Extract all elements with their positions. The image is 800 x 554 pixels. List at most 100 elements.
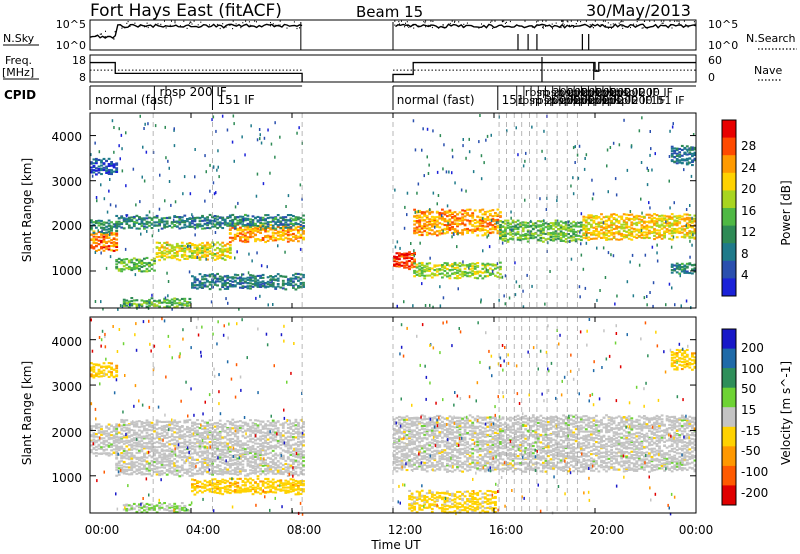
power-cell: [675, 236, 679, 239]
velocity-cell: [183, 456, 187, 459]
velocity-cell: [231, 459, 235, 462]
power-cell: [135, 263, 139, 266]
velocity-cell: [97, 368, 101, 371]
power-cell: [100, 159, 103, 162]
power-cell: [691, 230, 694, 233]
power-cell: [125, 299, 129, 302]
power-cell: [244, 225, 247, 228]
power-scatter: [298, 126, 300, 130]
power-cell: [221, 227, 225, 230]
velocity-cell: [244, 474, 247, 477]
power-scatter: [172, 218, 175, 222]
power-scatter: [214, 280, 217, 284]
velocity-cell: [208, 419, 212, 422]
power-cell: [274, 223, 278, 226]
velocity-cell: [117, 467, 121, 470]
power-cell: [534, 232, 538, 235]
power-scatter: [263, 136, 266, 140]
velocity-cell: [193, 445, 197, 448]
power-cell: [691, 236, 694, 239]
nsky-point: [555, 22, 557, 24]
power-cell: [183, 251, 187, 254]
nsky-point: [641, 27, 643, 29]
power-cell: [155, 246, 159, 249]
power-cell: [685, 163, 689, 166]
velocity-cell: [130, 457, 134, 460]
velocity-cell: [201, 445, 204, 448]
power-cell: [612, 217, 616, 220]
power-cell: [228, 285, 232, 288]
power-cell: [251, 235, 255, 238]
power-cell: [92, 223, 96, 226]
power-cell: [170, 246, 174, 249]
power-cell: [168, 305, 172, 308]
velocity-cell: [127, 444, 131, 447]
power-cell: [201, 219, 204, 222]
power-scatter: [671, 125, 674, 129]
power-cell: [516, 238, 520, 241]
velocity-cell: [226, 468, 230, 471]
power-cell: [408, 251, 411, 254]
power-cell: [443, 211, 447, 214]
power-cell: [216, 215, 219, 218]
velocity-cell: [175, 466, 179, 469]
velocity-cell: [193, 437, 197, 440]
power-cell: [299, 223, 303, 226]
nsky-point: [561, 25, 562, 27]
velocity-cell: [138, 471, 141, 474]
velocity-cell: [233, 449, 237, 452]
velocity-cell: [196, 462, 199, 465]
power-cell: [259, 222, 262, 225]
power-cell: [246, 223, 250, 226]
power-cell: [249, 233, 252, 236]
nsky-point: [591, 26, 593, 28]
power-cell: [587, 223, 591, 226]
velocity-cell: [125, 445, 129, 448]
power-cell: [201, 242, 204, 245]
power-cell: [213, 215, 217, 218]
power-cell: [284, 275, 288, 278]
velocity-cell: [239, 457, 242, 460]
nsky-point: [189, 21, 191, 23]
power-cell: [203, 253, 207, 256]
velocity-cell: [206, 470, 209, 473]
velocity-cell: [115, 369, 119, 372]
cpid-crowd-entry: rbsp 200 IF: [568, 86, 630, 99]
power-cell: [95, 169, 98, 172]
power-cell: [660, 223, 664, 226]
power-cell: [170, 221, 174, 224]
power-cell: [117, 261, 121, 264]
power-scatter: [522, 289, 524, 293]
velocity-cell: [122, 465, 126, 468]
power-cell: [658, 219, 661, 222]
velocity-cell: [196, 445, 199, 448]
nsky-point: [113, 38, 115, 40]
power-cell: [132, 299, 136, 302]
velocity-cell: [92, 432, 96, 435]
power-scatter: [217, 165, 219, 169]
power-cell: [670, 153, 674, 156]
velocity-cell: [203, 468, 207, 471]
power-cell: [567, 236, 570, 239]
power-scatter: [267, 128, 269, 132]
power-cell: [198, 273, 202, 276]
power-cell: [557, 222, 560, 225]
power-cell: [173, 254, 177, 257]
velocity-cell: [122, 470, 126, 473]
power-scatter: [632, 294, 635, 298]
power-scatter: [101, 229, 103, 233]
velocity-cell: [221, 430, 225, 433]
power-cell: [680, 144, 684, 147]
power-cell: [297, 218, 300, 221]
velocity-cell: [246, 443, 250, 446]
power-cell: [115, 223, 119, 226]
power-cell: [256, 225, 260, 228]
power-cell: [193, 246, 197, 249]
velocity-cell: [231, 469, 235, 472]
power-cell: [193, 249, 197, 252]
power-scatter: [248, 252, 250, 256]
power-cell: [483, 225, 487, 228]
power-scatter: [585, 233, 588, 237]
power-cell: [516, 236, 520, 239]
velocity-cell: [188, 433, 192, 436]
